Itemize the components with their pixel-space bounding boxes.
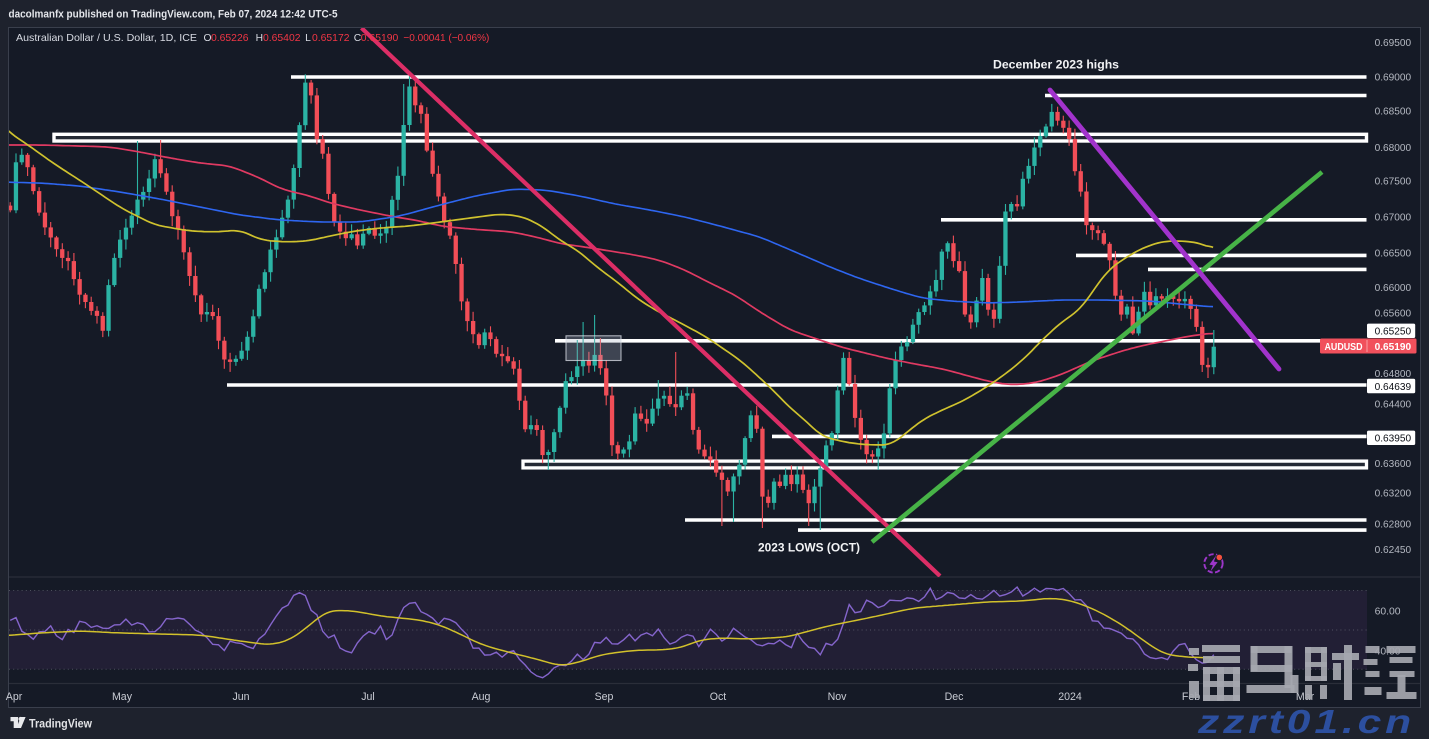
svg-text:TradingView: TradingView <box>29 716 93 730</box>
svg-text:zzrt01.cn: zzrt01.cn <box>1197 703 1415 739</box>
svg-text:0.69500: 0.69500 <box>1375 38 1412 49</box>
svg-text:0.65172: 0.65172 <box>312 33 350 44</box>
svg-text:0.65600: 0.65600 <box>1375 308 1412 319</box>
svg-text:0.65402: 0.65402 <box>263 33 301 44</box>
svg-text:dacolmanfx published on Tradin: dacolmanfx published on TradingView.com,… <box>9 8 338 20</box>
svg-text:0.63600: 0.63600 <box>1375 459 1412 470</box>
svg-text:0.67000: 0.67000 <box>1375 213 1412 224</box>
svg-text:December 2023 highs: December 2023 highs <box>993 58 1119 72</box>
svg-text:0.62450: 0.62450 <box>1375 545 1412 556</box>
svg-text:O: O <box>204 33 212 44</box>
svg-text:AUDUSD: AUDUSD <box>1325 342 1363 353</box>
svg-text:Nov: Nov <box>828 691 848 703</box>
svg-text:Australian Dollar / U.S. Dolla: Australian Dollar / U.S. Dollar, 1D, ICE <box>16 33 197 44</box>
svg-text:0.66500: 0.66500 <box>1375 249 1412 260</box>
svg-text:0.68000: 0.68000 <box>1375 143 1412 154</box>
svg-text:0.63200: 0.63200 <box>1375 489 1412 500</box>
svg-text:2024: 2024 <box>1058 691 1082 703</box>
svg-text:0.64800: 0.64800 <box>1375 369 1412 380</box>
svg-text:−0.00041 (−0.06%): −0.00041 (−0.06%) <box>403 33 489 44</box>
svg-text:0.62800: 0.62800 <box>1375 520 1412 531</box>
svg-text:0.65190: 0.65190 <box>361 33 399 44</box>
svg-text:Apr: Apr <box>6 691 23 703</box>
svg-text:Jul: Jul <box>361 691 375 703</box>
svg-text:0.63950: 0.63950 <box>1375 434 1412 445</box>
svg-text:Aug: Aug <box>472 691 491 703</box>
svg-text:0.64400: 0.64400 <box>1375 400 1412 411</box>
svg-text:C: C <box>354 33 362 44</box>
svg-text:H: H <box>256 33 263 44</box>
svg-text:0.65226: 0.65226 <box>211 33 249 44</box>
svg-text:Oct: Oct <box>710 691 727 703</box>
svg-text:L: L <box>305 33 311 44</box>
svg-text:Sep: Sep <box>595 691 614 703</box>
svg-text:0.64639: 0.64639 <box>1375 382 1412 393</box>
svg-text:0.69000: 0.69000 <box>1375 72 1412 83</box>
svg-text:0.65190: 0.65190 <box>1375 342 1412 353</box>
svg-text:0.65250: 0.65250 <box>1375 327 1412 338</box>
svg-text:May: May <box>112 691 133 703</box>
svg-text:0.67500: 0.67500 <box>1375 177 1412 188</box>
svg-text:0.68500: 0.68500 <box>1375 107 1412 118</box>
svg-text:60.00: 60.00 <box>1375 606 1401 617</box>
svg-text:Dec: Dec <box>945 691 965 703</box>
svg-text:2023 LOWS (OCT): 2023 LOWS (OCT) <box>758 541 860 555</box>
svg-text:Jun: Jun <box>232 691 249 703</box>
svg-text:0.66000: 0.66000 <box>1375 283 1412 294</box>
